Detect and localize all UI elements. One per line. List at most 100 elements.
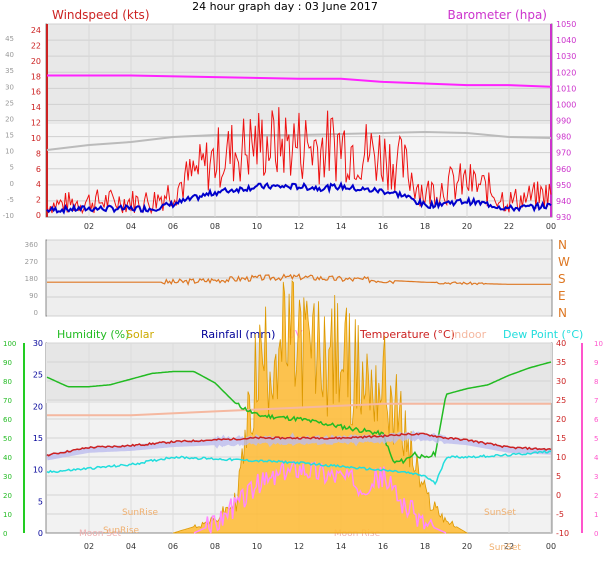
rain-tick-label: 25 — [33, 371, 43, 380]
uv-tick-label: 3 — [594, 473, 598, 481]
compass-label: N — [558, 306, 567, 320]
sun-moon-label: SunSet — [489, 543, 521, 553]
sun-moon-label: Moon Rise — [334, 529, 381, 539]
far-left-tick-label: 0 — [10, 180, 14, 188]
baro-tick-label: 1050 — [556, 20, 576, 29]
graph-title: 24 hour graph day : 03 June 2017 — [192, 0, 378, 13]
series-dew-point — [46, 449, 552, 486]
wind-axis-label: Windspeed (kts) — [52, 8, 150, 22]
baro-tick-label: 970 — [556, 149, 571, 158]
x-tick-label: 22 — [504, 542, 514, 551]
x-tick-label: 16 — [378, 222, 388, 231]
x-tick-label: 18 — [420, 542, 430, 551]
direction-tick-label: 90 — [29, 292, 38, 300]
x-tick-label: 00 — [546, 222, 556, 231]
wind-tick-label: 2 — [36, 196, 41, 205]
baro-tick-label: 960 — [556, 165, 571, 174]
direction-tick-label: 270 — [25, 258, 38, 266]
uv-tick-label: 4 — [594, 454, 599, 462]
rain-tick-label: 20 — [33, 402, 43, 411]
temp-tick-label: 15 — [556, 434, 566, 443]
temp-tick-label: 10 — [556, 453, 566, 462]
wind-tick-label: 16 — [31, 88, 41, 97]
series-temperature — [46, 432, 552, 457]
uv-tick-label: 5 — [594, 435, 598, 443]
x-tick-label: 00 — [546, 542, 556, 551]
temp-tick-label: 40 — [556, 339, 566, 348]
uv-tick-label: 10 — [594, 340, 603, 348]
baro-tick-label: 990 — [556, 117, 571, 126]
wind-tick-label: 20 — [31, 57, 41, 66]
direction-tick-label: 0 — [34, 309, 38, 317]
baro-tick-label: 980 — [556, 133, 571, 142]
temp-tick-label: -5 — [556, 510, 564, 519]
direction-grid — [47, 239, 551, 317]
humidity-tick-label: 80 — [3, 378, 12, 386]
wind-tick-label: 14 — [31, 103, 41, 112]
temp-tick-label: 20 — [556, 415, 566, 424]
x-tick-label: 04 — [126, 222, 136, 231]
x-tick-label: 14 — [336, 222, 346, 231]
x-tick-label: 02 — [84, 222, 94, 231]
wind-tick-label: 4 — [36, 180, 41, 189]
humidity-tick-label: 10 — [3, 511, 12, 519]
series-barometer — [47, 74, 552, 88]
uv-tick-label: 0 — [594, 530, 598, 538]
x-tick-label: 12 — [294, 222, 304, 231]
baro-tick-label: 1020 — [556, 68, 576, 77]
baro-tick-label: 1030 — [556, 52, 576, 61]
series-average-wind — [46, 180, 552, 215]
rain-tick-label: 15 — [33, 434, 43, 443]
wind-tick-label: 24 — [31, 26, 41, 35]
legend-label: Rainfall (mm) — [201, 328, 275, 341]
baro-tick-label: 1000 — [556, 100, 576, 109]
direction-tick-label: 180 — [25, 275, 38, 283]
temperature-ticks: 40 35 30 25 20 15 10 5 0 -5 -10 — [556, 339, 569, 538]
far-left-tick-label: -5 — [7, 196, 14, 204]
x-tick-label: 14 — [336, 542, 346, 551]
humidity-tick-label: 0 — [3, 530, 7, 538]
wind-x-ticks: 02 04 06 08 10 12 14 16 18 20 22 00 — [84, 222, 556, 231]
sun-moon-label: Moon Set — [79, 529, 122, 539]
legend-label: Dew Point (°C) — [503, 328, 583, 341]
temp-tick-label: -10 — [556, 529, 569, 538]
x-tick-label: 10 — [252, 222, 262, 231]
x-tick-label: 08 — [210, 542, 220, 551]
legend-label: Humidity (%) — [57, 328, 129, 341]
uv-tick-label: 6 — [594, 416, 599, 424]
compass-label: N — [558, 238, 567, 252]
temp-tick-label: 30 — [556, 377, 566, 386]
far-left-tick-label: 25 — [5, 99, 14, 107]
compass-label: S — [558, 272, 566, 286]
sun-moon-label: SunRise — [122, 508, 159, 518]
climate-x-ticks: 02 04 06 08 10 12 14 16 18 20 22 00 — [84, 542, 556, 551]
wind-tick-label: 8 — [36, 149, 41, 158]
series-humidity — [46, 361, 552, 465]
x-tick-label: 10 — [252, 542, 262, 551]
climate-legend: Humidity (%)Solar Rainfall (mm) UV Temperat… — [57, 328, 583, 341]
legend-label: Solar — [126, 328, 155, 341]
humidity-tick-label: 50 — [3, 435, 12, 443]
wind-tick-label: 18 — [31, 72, 41, 81]
rain-tick-label: 30 — [33, 339, 43, 348]
compass-label: E — [558, 289, 566, 303]
x-tick-label: 02 — [84, 542, 94, 551]
far-left-tick-label: 30 — [5, 83, 14, 91]
x-tick-label: 06 — [168, 542, 178, 551]
rain-tick-label: 10 — [33, 466, 43, 475]
temp-tick-label: 35 — [556, 358, 566, 367]
legend-label: Indoor — [451, 328, 487, 341]
x-tick-label: 12 — [294, 542, 304, 551]
sun-moon-labels: SunRise SunSet Moon Set Moon Rise SunRise Sun… — [79, 508, 521, 553]
humidity-tick-label: 100 — [3, 340, 16, 348]
baro-tick-label: 1040 — [556, 36, 576, 45]
x-tick-label: 04 — [126, 542, 136, 551]
series-indoor — [47, 402, 551, 417]
direction-ticks: 360 270 180 90 0 — [25, 241, 38, 317]
far-left-tick-label: 45 — [5, 35, 14, 43]
x-tick-label: 20 — [462, 542, 472, 551]
